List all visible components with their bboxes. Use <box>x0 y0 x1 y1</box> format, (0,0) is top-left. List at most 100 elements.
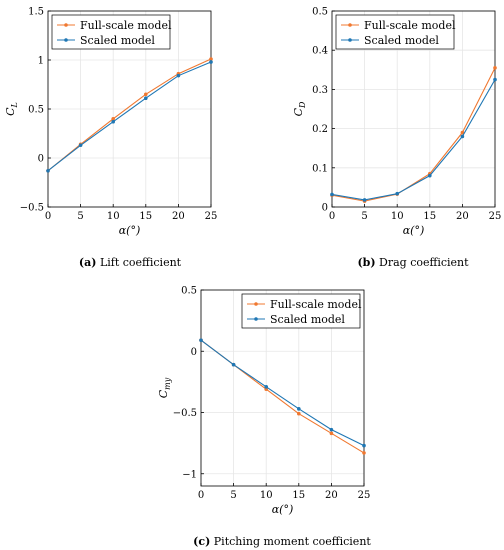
x-tick-label: 10 <box>391 211 404 222</box>
legend-label: Scaled model <box>80 34 155 47</box>
series-line-0 <box>331 67 496 202</box>
x-tick-label: 15 <box>139 211 152 222</box>
data-point-1 <box>297 407 301 411</box>
data-point-1 <box>111 119 115 124</box>
data-point-0 <box>111 117 115 121</box>
x-tick-label: 0 <box>45 211 51 222</box>
legend-marker <box>348 23 352 27</box>
legend-marker <box>348 38 352 42</box>
y-axis-label-sub: L <box>10 102 19 108</box>
legend-box <box>335 14 455 50</box>
data-point-1 <box>329 427 334 432</box>
x-tick-label: 25 <box>358 490 371 501</box>
series-line-0 <box>47 58 212 172</box>
data-point-1 <box>231 362 236 367</box>
legend-label: Full-scale model <box>364 19 456 32</box>
figure-caption: (c) Pitching moment coefficient <box>193 535 371 548</box>
x-tick-label: 15 <box>423 211 436 222</box>
legend-marker <box>254 317 258 321</box>
y-axis-label-main: C <box>157 389 170 398</box>
caption-text: Drag coefficient <box>376 256 470 269</box>
data-point-1 <box>493 77 497 82</box>
data-point-1 <box>395 191 400 196</box>
y-axis-label-main: C <box>4 107 17 116</box>
x-tick-label: 25 <box>489 211 502 222</box>
y-tick-label: 0.4 <box>312 46 328 57</box>
x-axis-label: α(°) <box>119 224 141 237</box>
y-tick-label: 0.5 <box>181 286 197 297</box>
series-line-1 <box>200 339 365 447</box>
chart-1: 0 5 10 15 20 25 0 0.1 0.2 0.3 0.4 0.5 α(°) CD Full-sca… <box>292 7 501 270</box>
data-point-1 <box>362 443 366 448</box>
legend-box <box>241 293 361 329</box>
caption-tag: (c) <box>193 535 210 548</box>
y-tick-label: 0 <box>38 154 44 165</box>
y-tick-label: 0.3 <box>312 85 328 96</box>
x-axis-label: α(°) <box>403 224 425 237</box>
data-point-1 <box>330 192 334 197</box>
plot-frame <box>200 289 365 487</box>
y-axis-label-sub: D <box>298 101 307 109</box>
x-tick-label: 5 <box>230 490 236 501</box>
legend-label: Full-scale model <box>80 19 172 32</box>
x-tick-label: 10 <box>260 490 273 501</box>
data-point-0 <box>209 57 213 61</box>
y-tick-label: 0.1 <box>312 163 328 174</box>
chart-2: 0 5 10 15 20 25 −1 −0.5 0 0.5 α(°) Cmy Full-scale mo… <box>157 286 371 549</box>
data-point-1 <box>176 73 181 78</box>
y-axis-label-main: C <box>292 107 305 116</box>
x-tick-label: 10 <box>107 211 120 222</box>
caption-text: Lift coefficient <box>96 256 181 269</box>
series-line-1 <box>331 79 496 201</box>
x-tick-label: 20 <box>456 211 469 222</box>
plot-frame <box>331 10 496 208</box>
caption-tag: (a) <box>79 256 97 269</box>
x-tick-label: 25 <box>205 211 218 222</box>
series-line-1 <box>47 61 212 172</box>
y-tick-label: 1 <box>38 56 44 67</box>
legend-label: Full-scale model <box>270 298 362 311</box>
x-tick-label: 20 <box>325 490 338 501</box>
y-tick-label: 0 <box>322 203 328 214</box>
legend-box <box>51 14 171 50</box>
caption-text: Pitching moment coefficient <box>210 535 371 548</box>
legend: Full-scale model Scaled model <box>241 293 362 329</box>
legend-label: Scaled model <box>270 313 345 326</box>
y-axis-label-sub: my <box>163 377 172 390</box>
legend: Full-scale model Scaled model <box>51 14 172 50</box>
figure-caption: (b) Drag coefficient <box>357 256 469 269</box>
y-tick-label: 0.2 <box>312 124 328 135</box>
figure-caption: (a) Lift coefficient <box>79 256 182 269</box>
data-point-1 <box>209 60 213 64</box>
y-tick-label: 0 <box>191 347 197 358</box>
data-point-1 <box>460 134 465 139</box>
data-point-1 <box>264 384 269 389</box>
x-tick-label: 5 <box>77 211 83 222</box>
y-tick-label: −1 <box>182 469 197 480</box>
legend-marker <box>254 302 258 306</box>
data-point-0 <box>460 130 465 135</box>
y-tick-label: −0.5 <box>173 408 197 419</box>
data-point-1 <box>78 143 83 148</box>
y-tick-label: 0.5 <box>28 105 44 116</box>
x-tick-label: 0 <box>329 211 335 222</box>
legend-marker <box>64 38 68 42</box>
data-point-1 <box>428 173 432 178</box>
x-tick-label: 5 <box>361 211 367 222</box>
legend-marker <box>64 23 68 27</box>
data-point-1 <box>362 198 367 202</box>
data-point-0 <box>362 451 366 455</box>
data-point-1 <box>144 96 148 101</box>
y-axis-label: CD <box>292 101 307 116</box>
data-point-1 <box>199 338 203 343</box>
x-tick-label: 0 <box>198 490 204 501</box>
data-point-0 <box>493 66 497 70</box>
y-axis-label: CL <box>4 102 19 116</box>
data-point-0 <box>144 92 148 97</box>
legend: Full-scale model Scaled model <box>335 14 456 50</box>
y-tick-label: 0.5 <box>312 7 328 18</box>
y-axis-label: Cmy <box>157 377 172 398</box>
y-tick-label: 1.5 <box>28 7 44 18</box>
